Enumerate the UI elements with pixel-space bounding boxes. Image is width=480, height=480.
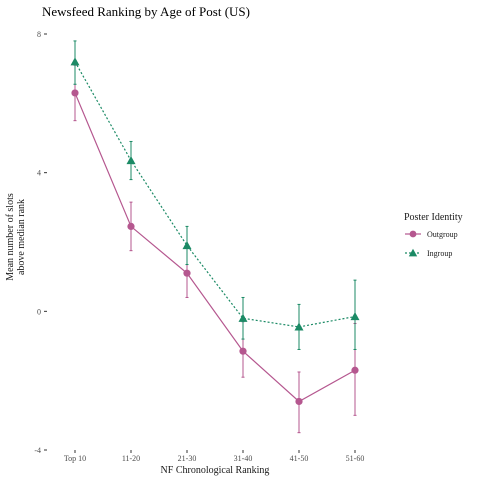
data-point: [182, 240, 192, 250]
series-line: [74, 92, 356, 403]
data-point: [71, 89, 79, 97]
data-point: [183, 269, 191, 277]
x-tick-label: 51-60: [346, 454, 365, 463]
data-point: [127, 222, 135, 230]
series-line: [74, 61, 356, 328]
data-point: [351, 366, 359, 374]
x-tick-label: 41-50: [290, 454, 309, 463]
x-tick-label: Top 10: [64, 454, 86, 463]
data-point: [70, 57, 80, 66]
y-tick-label: -4: [34, 446, 41, 455]
y-tick-label: 8: [37, 30, 41, 39]
data-point: [126, 156, 136, 165]
y-tick-label: 4: [37, 169, 41, 178]
plot-area: [70, 40, 360, 434]
data-point: [294, 322, 304, 331]
x-axis: Top 10 11-20 21-30 31-40 41-50 51-60: [64, 450, 365, 463]
legend-marker: [409, 230, 417, 238]
legend-marker: [408, 248, 418, 257]
legend-item-ingroup: Ingroup: [405, 248, 452, 258]
x-axis-label: NF Chronological Ranking: [161, 465, 270, 476]
legend-title: Poster Identity: [404, 212, 463, 223]
y-tick-label: 0: [37, 307, 41, 316]
legend-item-outgroup: Outgroup: [405, 230, 458, 239]
x-tick-label: 21-30: [178, 454, 197, 463]
chart-title: Newsfeed Ranking by Age of Post (US): [42, 4, 250, 19]
y-axis: -4 0 4 8: [34, 30, 47, 455]
x-tick-label: 31-40: [234, 454, 253, 463]
y-axis-label-line-1: Mean number of slots: [5, 193, 16, 281]
legend-label: Outgroup: [427, 230, 458, 239]
data-point: [238, 313, 248, 322]
y-axis-label-line-2: above median rank: [16, 199, 27, 275]
legend: Poster Identity Outgroup Ingroup: [404, 212, 463, 258]
series-ingroup: [70, 40, 360, 350]
series-outgroup: [71, 64, 359, 434]
data-point: [239, 347, 247, 355]
data-point: [295, 397, 303, 406]
data-point: [350, 312, 360, 321]
legend-label: Ingroup: [427, 249, 452, 258]
x-tick-label: 11-20: [122, 454, 140, 463]
